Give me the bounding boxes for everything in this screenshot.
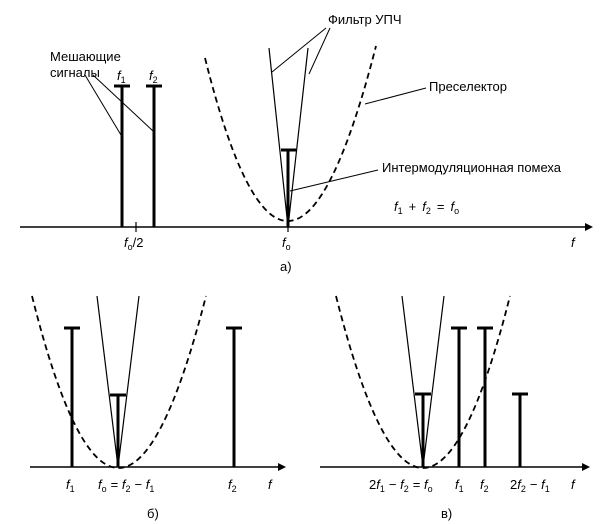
bar-f1-label: f1 xyxy=(117,68,126,85)
caption-c: в) xyxy=(441,506,452,521)
axis-a-label: f xyxy=(571,235,576,250)
tick-c-2f2f1: 2f2 − f1 xyxy=(510,477,550,496)
panel-a: f f1 f2 Мешающие сигналы Фильтр УПЧ Пр xyxy=(20,12,593,274)
tick-c-f2: f2 xyxy=(480,477,489,494)
axis-b-arrow xyxy=(278,463,286,471)
tick-c-2f1f2: 2f1 − f2 = fo xyxy=(369,477,433,496)
intermod-pointer xyxy=(289,169,379,192)
tick-b-f2: f2 xyxy=(228,477,237,494)
caption-a: а) xyxy=(280,259,292,274)
caption-b: б) xyxy=(147,506,159,521)
tick-b-f0-eq: fo = f2 − f1 xyxy=(98,477,154,496)
preselector-curve-a xyxy=(204,45,377,222)
interfering-label-2: сигналы xyxy=(50,65,100,80)
intermod-label: Интермодуляционная помеха xyxy=(382,160,562,175)
tick-c-f1: f1 xyxy=(455,477,464,494)
tick-b-f1: f1 xyxy=(66,477,75,494)
relation-label: f1 + f2 = fo xyxy=(394,198,459,218)
interfering-pointer-2 xyxy=(92,74,154,132)
panel-b: f f1 fo = f2 − f1 f2 б) xyxy=(30,295,286,521)
axis-a-arrow xyxy=(585,223,593,231)
interfering-pointer-1 xyxy=(84,74,122,136)
tick-half-label: fo/2 xyxy=(124,235,143,252)
if-filter-pointer-2 xyxy=(308,27,331,75)
if-filter-label: Фильтр УПЧ xyxy=(328,12,402,27)
axis-c-label: f xyxy=(571,477,576,492)
preselector-curve-b xyxy=(31,295,207,469)
preselector-pointer xyxy=(364,87,427,105)
axis-c-arrow xyxy=(582,463,590,471)
bar-f2-label: f2 xyxy=(149,68,158,85)
tick-f0-label: fo xyxy=(282,235,291,252)
axis-b-label: f xyxy=(268,477,273,492)
if-filter-pointer-1 xyxy=(271,27,327,73)
panel-c: f 2f1 − f2 = fo f1 f2 2f2 − xyxy=(320,295,590,521)
preselector-label: Преселектор xyxy=(429,79,507,94)
interfering-label-1: Мешающие xyxy=(50,49,121,64)
